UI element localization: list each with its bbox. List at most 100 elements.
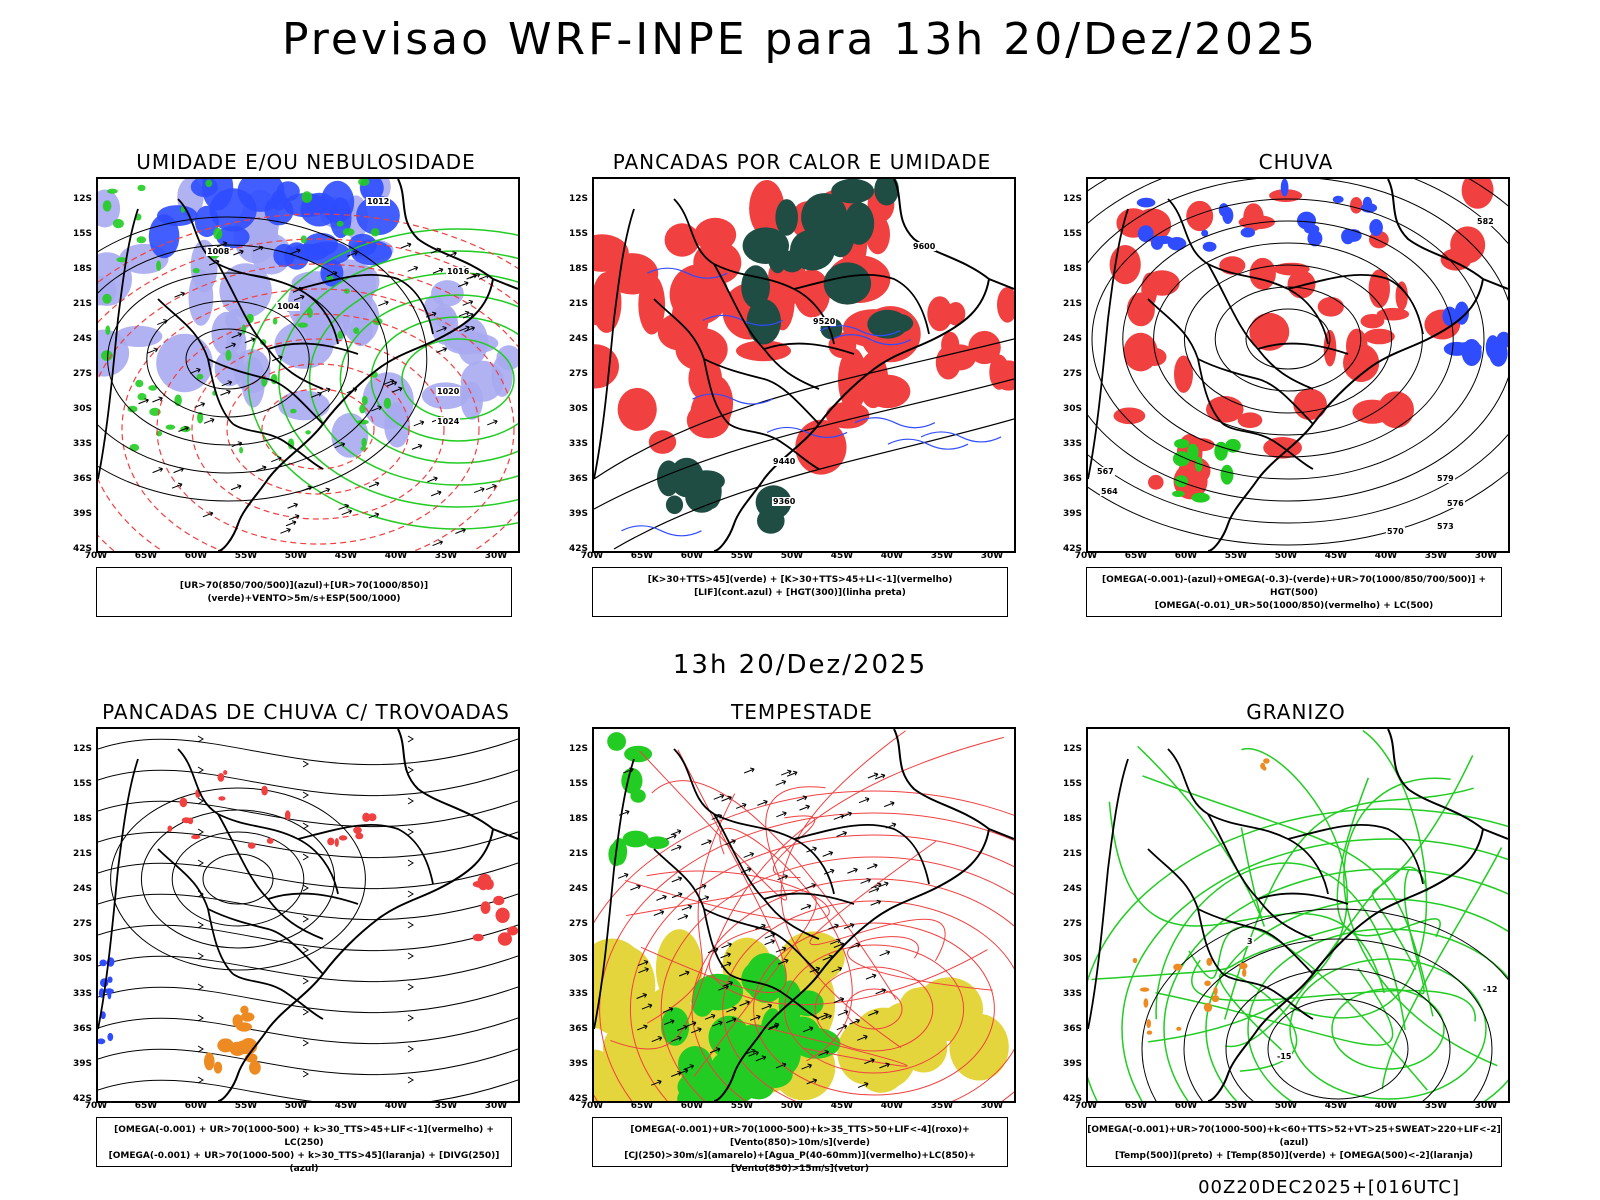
legend-line: [OMEGA(-0.001) + UR>70(1000-500) + k>30_… xyxy=(108,1151,500,1174)
lat-tick-label: 18S xyxy=(72,264,92,274)
lon-tick-label: 30W xyxy=(980,1101,1004,1111)
lon-tick-label: 30W xyxy=(484,551,508,561)
lat-tick-label: 15S xyxy=(72,779,92,789)
lat-tick-label: 27S xyxy=(1062,369,1082,379)
map-frame xyxy=(96,727,520,1103)
contour-value-label: 3 xyxy=(1246,937,1254,946)
contour-value-label: 1012 xyxy=(366,197,391,206)
lat-tick-label: 15S xyxy=(568,229,588,239)
lat-tick-label: 21S xyxy=(568,299,588,309)
contour-value-label: 9360 xyxy=(772,497,797,506)
legend-line: [CJ(250)>30m/s](amarelo)+[Agua_P(40-60mm… xyxy=(624,1151,976,1174)
legend-line: [OMEGA(-0.01)_UR>50(1000/850)(vermelho) … xyxy=(1154,601,1434,611)
valid-time-title: 13h 20/Dez/2025 xyxy=(672,650,928,680)
lon-tick-label: 55W xyxy=(730,551,754,561)
lat-tick-label: 24S xyxy=(72,884,92,894)
lon-tick-label: 65W xyxy=(1124,1101,1148,1111)
lat-tick-label: 24S xyxy=(1062,884,1082,894)
legend-line: [UR>70(850/700/500)](azul)+[UR>70(1000/8… xyxy=(179,581,429,604)
legend-line: [K>30+TTS>45](verde) + [K>30+TTS>45+LI<-… xyxy=(647,575,953,585)
lat-tick-label: 24S xyxy=(72,334,92,344)
lat-tick-label: 15S xyxy=(568,779,588,789)
lat-tick-label: 33S xyxy=(72,439,92,449)
lat-tick-label: 24S xyxy=(1062,334,1082,344)
lat-tick-label: 18S xyxy=(568,264,588,274)
lon-tick-label: 40W xyxy=(880,551,904,561)
contour-value-label: 570 xyxy=(1386,527,1405,536)
lat-tick-label: 27S xyxy=(72,919,92,929)
lat-tick-label: 39S xyxy=(72,1059,92,1069)
lon-tick-label: 40W xyxy=(1374,551,1398,561)
lat-tick-label: 36S xyxy=(1062,474,1082,484)
lon-tick-label: 40W xyxy=(384,1101,408,1111)
lat-tick-label: 39S xyxy=(1062,1059,1082,1069)
panel-title: PANCADAS DE CHUVA C/ TROVOADAS xyxy=(102,700,510,724)
lon-tick-label: 60W xyxy=(680,551,704,561)
contour-value-label: 1004 xyxy=(276,302,301,311)
lat-tick-label: 39S xyxy=(1062,509,1082,519)
lat-tick-label: 15S xyxy=(1062,229,1082,239)
run-timestamp: 00Z20DEC2025+[016UTC] xyxy=(1198,1177,1460,1198)
lon-tick-label: 70W xyxy=(84,551,108,561)
lat-tick-label: 39S xyxy=(568,509,588,519)
lon-tick-label: 50W xyxy=(284,1101,308,1111)
lat-tick-label: 27S xyxy=(568,369,588,379)
map-canvas xyxy=(98,179,518,551)
map-canvas xyxy=(594,729,1014,1101)
lon-tick-label: 60W xyxy=(1174,551,1198,561)
lon-tick-label: 50W xyxy=(1274,551,1298,561)
lon-tick-label: 60W xyxy=(184,551,208,561)
lon-tick-label: 70W xyxy=(1074,1101,1098,1111)
lat-tick-label: 21S xyxy=(72,849,92,859)
lat-tick-label: 18S xyxy=(1062,264,1082,274)
contour-value-label: 573 xyxy=(1436,522,1455,531)
lat-tick-label: 33S xyxy=(568,439,588,449)
lat-tick-label: 36S xyxy=(72,474,92,484)
lat-tick-label: 27S xyxy=(72,369,92,379)
lat-tick-label: 12S xyxy=(72,194,92,204)
lat-tick-label: 42S xyxy=(72,544,92,554)
legend-box: [OMEGA(-0.001)+UR>70(1000-500)+k>35_TTS>… xyxy=(592,1117,1008,1174)
contour-value-label: 9600 xyxy=(912,242,937,251)
lon-tick-label: 45W xyxy=(334,1101,358,1111)
lat-tick-label: 30S xyxy=(72,954,92,964)
map-frame xyxy=(96,177,520,553)
lon-tick-label: 45W xyxy=(830,551,854,561)
lon-tick-label: 40W xyxy=(1374,1101,1398,1111)
map-canvas xyxy=(594,179,1014,551)
legend-line: [OMEGA(-0.001)-(azul)+OMEGA(-0.3)-(verde… xyxy=(1101,575,1487,598)
lon-tick-label: 45W xyxy=(1324,551,1348,561)
lat-tick-label: 42S xyxy=(1062,1094,1082,1104)
legend-box: [OMEGA(-0.001)+UR>70(1000-500)+k<60+TTS>… xyxy=(1086,1117,1502,1167)
lat-tick-label: 33S xyxy=(568,989,588,999)
lon-tick-label: 60W xyxy=(680,1101,704,1111)
main-title: Previsao WRF-INPE para 13h 20/Dez/2025 xyxy=(282,14,1318,65)
lon-tick-label: 50W xyxy=(780,1101,804,1111)
lon-tick-label: 65W xyxy=(1124,551,1148,561)
lat-tick-label: 24S xyxy=(568,884,588,894)
lon-tick-label: 65W xyxy=(630,551,654,561)
panel-title: PANCADAS POR CALOR E UMIDADE xyxy=(612,150,992,174)
lon-tick-label: 30W xyxy=(980,551,1004,561)
lon-tick-label: 40W xyxy=(384,551,408,561)
lon-tick-label: 30W xyxy=(484,1101,508,1111)
lat-tick-label: 42S xyxy=(1062,544,1082,554)
lon-tick-label: 35W xyxy=(930,1101,954,1111)
map-frame xyxy=(592,727,1016,1103)
contour-value-label: 1024 xyxy=(436,417,461,426)
lat-tick-label: 21S xyxy=(1062,299,1082,309)
lon-tick-label: 65W xyxy=(134,1101,158,1111)
map-canvas xyxy=(98,729,518,1101)
contour-value-label: 1020 xyxy=(436,387,461,396)
legend-line: [OMEGA(-0.001)+UR>70(1000-500)+k<60+TTS>… xyxy=(1087,1125,1501,1148)
contour-value-label: 9440 xyxy=(772,457,797,466)
lat-tick-label: 21S xyxy=(1062,849,1082,859)
lat-tick-label: 15S xyxy=(1062,779,1082,789)
lat-tick-label: 30S xyxy=(568,954,588,964)
lon-tick-label: 35W xyxy=(434,1101,458,1111)
lon-tick-label: 35W xyxy=(434,551,458,561)
lon-tick-label: 30W xyxy=(1474,1101,1498,1111)
lon-tick-label: 40W xyxy=(880,1101,904,1111)
lat-tick-label: 30S xyxy=(568,404,588,414)
contour-value-label: -15 xyxy=(1276,1052,1293,1061)
